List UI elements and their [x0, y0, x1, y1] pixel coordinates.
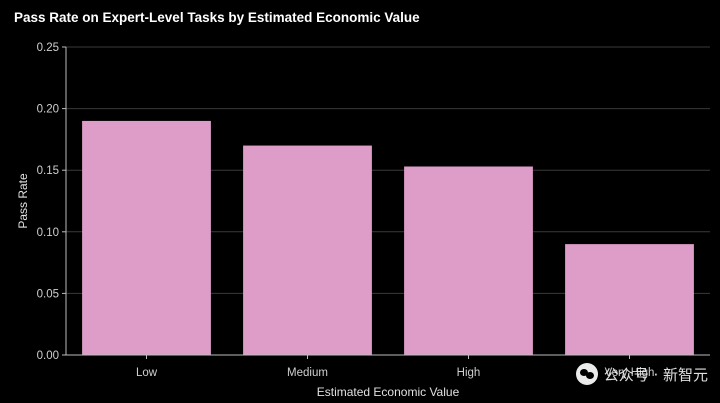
y-axis-label: Pass Rate [16, 173, 30, 229]
wechat-icon [575, 363, 598, 385]
y-tick-label: 0.15 [37, 165, 59, 177]
x-tick-label: Medium [287, 367, 328, 379]
bar-very-high [565, 244, 694, 355]
x-tick-label: High [457, 367, 481, 379]
y-tick-label: 0.10 [37, 227, 59, 239]
x-tick-label: Low [136, 367, 158, 379]
watermark: 公众号 · 新智元 [575, 363, 708, 385]
x-tick-label: Very High [605, 367, 655, 379]
y-tick-label: 0.25 [37, 42, 59, 54]
bars [82, 120, 694, 355]
y-tick-labels: 0.00 0.05 0.10 0.15 0.20 0.25 [37, 42, 66, 362]
chart-title: Pass Rate on Expert-Level Tasks by Estim… [14, 10, 420, 25]
x-axis-label: Estimated Economic Value [317, 385, 460, 399]
bar-low [82, 120, 211, 355]
x-tick-labels: Low Medium High Very High [136, 355, 654, 379]
y-tick-label: 0.05 [37, 288, 59, 300]
bar-medium [243, 145, 372, 355]
bar-high [404, 166, 533, 355]
watermark-text: 公众号 · 新智元 [603, 365, 708, 384]
y-tick-label: 0.00 [37, 350, 59, 362]
y-tick-label: 0.20 [37, 104, 59, 116]
